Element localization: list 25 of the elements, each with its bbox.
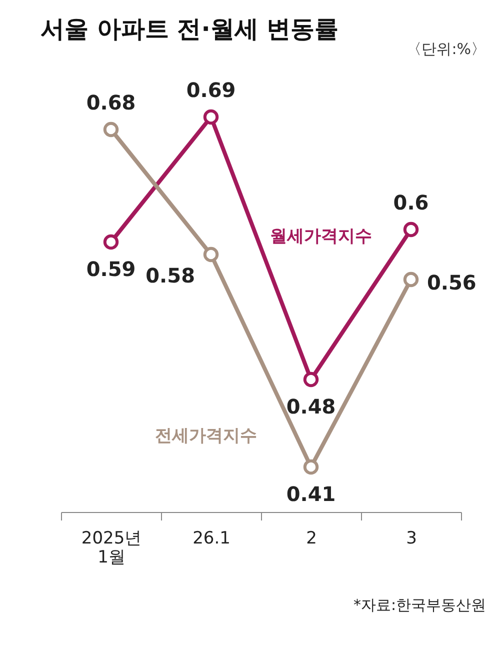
data-label: 0.59 bbox=[86, 257, 136, 281]
point bbox=[403, 222, 419, 238]
data-label: 0.58 bbox=[146, 264, 195, 288]
series-label: 전세가격지수 bbox=[155, 426, 257, 446]
text: *자료:한국부동산원 bbox=[353, 596, 486, 615]
x-tick-label: 2025년 1월 bbox=[81, 528, 142, 568]
x-tick-label: 2 bbox=[306, 528, 317, 548]
data-label: 0.68 bbox=[86, 90, 136, 114]
x-tick-label: 26.1 bbox=[192, 528, 230, 548]
data-label: 0.56 bbox=[427, 270, 476, 294]
x-tick-label: 3 bbox=[406, 528, 417, 548]
point bbox=[103, 122, 119, 138]
point bbox=[303, 372, 319, 388]
data-label: 0.41 bbox=[286, 482, 336, 506]
chart-title: 서울 아파트 전·월세 변동률 bbox=[40, 15, 339, 43]
data-label: 0.69 bbox=[186, 78, 236, 102]
point bbox=[303, 459, 319, 475]
point bbox=[203, 109, 219, 125]
point bbox=[403, 272, 419, 288]
series-label: 월세가격지수 bbox=[270, 226, 372, 246]
data-label: 0.6 bbox=[393, 190, 429, 214]
point bbox=[203, 246, 219, 262]
data-label: 0.48 bbox=[286, 394, 336, 418]
point bbox=[103, 234, 119, 250]
chart-subtitle: 〈단위:%〉 bbox=[406, 40, 486, 59]
